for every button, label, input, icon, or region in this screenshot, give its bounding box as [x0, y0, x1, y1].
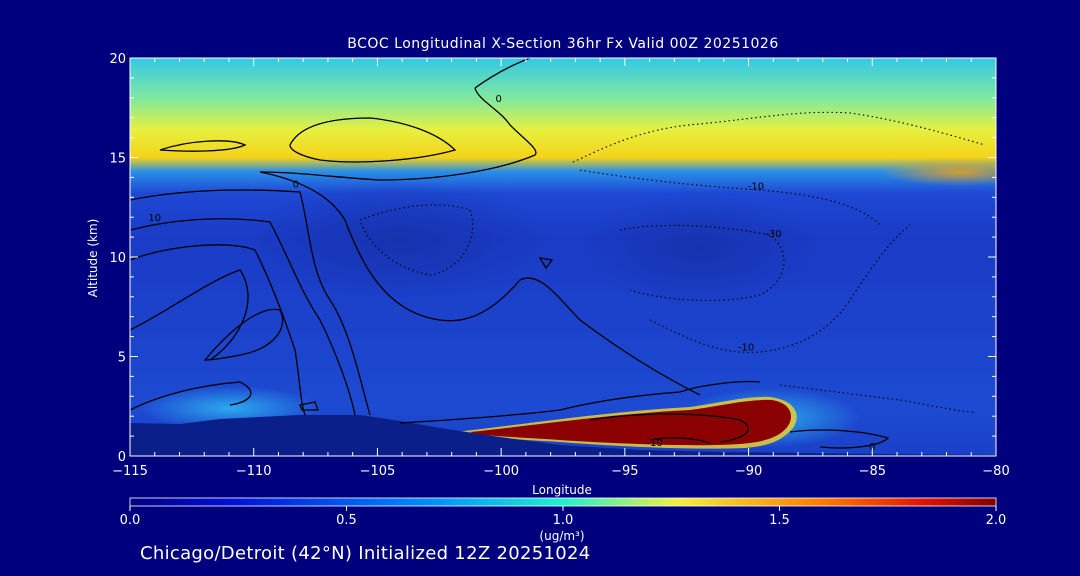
contour-line: [203, 308, 284, 361]
contour-label: 0: [869, 442, 875, 453]
contour-line: [579, 169, 881, 226]
contour-label: -10: [738, 343, 754, 354]
contour-label: -10: [748, 181, 764, 192]
contour-label: 10: [148, 213, 161, 224]
yellow-band-east: [880, 158, 996, 186]
colorbar-unit-label: (ug/m³): [539, 529, 584, 543]
contour-label: -30: [765, 229, 781, 240]
dark-region-east: [580, 195, 820, 305]
x-tick-label: −90: [735, 464, 762, 479]
y-tick-label: 15: [109, 152, 126, 167]
colorbar-tick-label: 1.5: [769, 513, 790, 528]
colorbar-scale: [129, 497, 997, 507]
contour-label: 0: [495, 94, 501, 105]
terrain: [130, 415, 996, 456]
contour-line: [649, 437, 711, 444]
y-tick-label: 10: [109, 251, 126, 266]
x-tick-label: −85: [859, 464, 886, 479]
contour-line: [130, 189, 371, 416]
dark-region-upper: [250, 180, 550, 300]
contour-label: 0: [293, 179, 299, 190]
x-axis: −115 −110 −105 −100 −95 −90 −85 −80: [112, 58, 1010, 479]
contour-line: [538, 257, 554, 270]
y-tick-label: 5: [118, 351, 126, 366]
x-tick-label: −100: [483, 464, 519, 479]
x-tick-label: −105: [360, 464, 396, 479]
colorbar-tick-label: 1.0: [553, 513, 574, 528]
contour-lines: [130, 58, 890, 449]
x-tick-label: −110: [236, 464, 272, 479]
x-tick-label: −95: [611, 464, 638, 479]
concentration-field: [130, 58, 996, 456]
contour-labels: 0 0 10 -10 -30 -10 -10 0: [148, 94, 875, 453]
colorbar: 0.0 0.5 1.0 1.5 2.0 (ug/m³): [120, 497, 1007, 543]
plume-core: [470, 399, 792, 446]
contour-line: [474, 58, 531, 89]
negative-contour-lines: [359, 111, 986, 413]
y-axis-label: Altitude (km): [86, 219, 100, 298]
chart-title: BCOC Longitudinal X-Section 36hr Fx Vali…: [347, 36, 779, 52]
contour-line: [130, 269, 249, 361]
contour-line: [289, 117, 457, 163]
x-tick-label: −115: [112, 464, 148, 479]
x-tick-label: −80: [982, 464, 1009, 479]
contour-line: [159, 140, 247, 152]
contour-line: [359, 204, 474, 276]
colorbar-ticks: 0.0 0.5 1.0 1.5 2.0: [120, 506, 1007, 528]
x-axis-label: Longitude: [532, 483, 592, 497]
footer-caption: Chicago/Detroit (42°N) Initialized 12Z 2…: [140, 543, 591, 564]
contour-line: [130, 244, 306, 416]
colorbar-tick-label: 0.5: [336, 513, 357, 528]
contour-line: [589, 413, 749, 443]
contour-label: -10: [646, 438, 662, 449]
colorbar-tick-label: 0.0: [120, 513, 141, 528]
contour-line: [299, 401, 319, 411]
contour-line: [779, 384, 976, 413]
y-tick-label: 20: [109, 52, 126, 67]
contour-line: [619, 224, 785, 301]
contour-line: [130, 218, 356, 416]
contour-line: [130, 381, 252, 411]
contour-line: [572, 111, 986, 163]
contour-line: [789, 429, 890, 449]
contour-line: [399, 380, 761, 424]
contour-line: [649, 224, 911, 353]
y-tick-label: 0: [118, 450, 126, 465]
contour-line: [259, 87, 537, 181]
colorbar-tick-label: 2.0: [986, 513, 1007, 528]
y-axis: 0 5 10 15 20: [109, 52, 996, 465]
contour-line: [259, 171, 701, 396]
